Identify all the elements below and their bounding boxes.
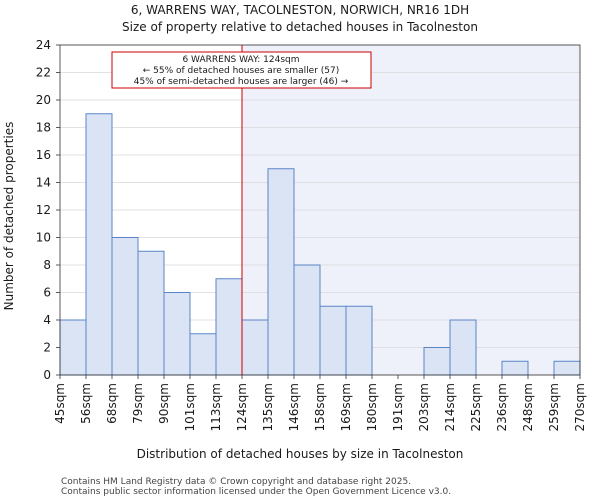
footer-line-2: Contains public sector information licen… bbox=[61, 487, 451, 497]
x-axis-label: Distribution of detached houses by size … bbox=[137, 447, 464, 461]
x-tick-label: 135sqm bbox=[261, 383, 275, 431]
x-tick-label: 191sqm bbox=[391, 383, 405, 431]
y-tick-label: 16 bbox=[36, 148, 51, 162]
x-tick-label: 124sqm bbox=[235, 383, 249, 431]
bar-236sqm bbox=[501, 360, 529, 376]
y-tick-label: 6 bbox=[43, 286, 51, 300]
y-tick-label: 8 bbox=[43, 258, 51, 272]
y-tick-label: 18 bbox=[36, 121, 51, 135]
y-tick-label: 2 bbox=[43, 341, 51, 355]
bar-169sqm bbox=[345, 305, 373, 376]
x-tick-label: 214sqm bbox=[443, 383, 457, 431]
y-tick-label: 22 bbox=[36, 66, 51, 80]
x-tick-label: 56sqm bbox=[79, 383, 93, 424]
x-axis: 45sqm 56sqm 68sqm 79sqm 90sqm 101sqm 113sqm 124… bbox=[53, 375, 587, 431]
x-tick-label: 113sqm bbox=[209, 383, 223, 431]
x-tick-label: 158sqm bbox=[313, 383, 327, 431]
bar-68sqm bbox=[111, 237, 139, 376]
bars bbox=[59, 113, 581, 376]
x-tick-label: 169sqm bbox=[339, 383, 353, 431]
bar-79sqm bbox=[137, 250, 165, 376]
bar-146sqm bbox=[293, 264, 321, 376]
bar-45sqm bbox=[59, 319, 87, 376]
x-tick-label: 248sqm bbox=[521, 383, 535, 431]
x-tick-label: 236sqm bbox=[495, 383, 509, 431]
x-tick-label: 203sqm bbox=[417, 383, 431, 431]
y-tick-label: 14 bbox=[36, 176, 51, 190]
y-tick-label: 10 bbox=[36, 231, 51, 245]
x-tick-label: 180sqm bbox=[365, 383, 379, 431]
x-tick-label: 79sqm bbox=[131, 383, 145, 424]
y-axis-label: Number of detached properties bbox=[2, 122, 16, 311]
y-tick-label: 4 bbox=[43, 313, 51, 327]
x-tick-label: 45sqm bbox=[53, 383, 67, 424]
y-tick-label: 0 bbox=[43, 368, 51, 382]
y-tick-label: 24 bbox=[36, 38, 51, 52]
chart-title: 6, WARRENS WAY, TACOLNESTON, NORWICH, NR… bbox=[131, 3, 469, 17]
bar-113sqm bbox=[215, 278, 243, 376]
bar-214sqm bbox=[449, 319, 477, 376]
bar-56sqm bbox=[85, 113, 113, 376]
bar-101sqm bbox=[189, 333, 217, 376]
annotation-line-3: 45% of semi-detached houses are larger (… bbox=[134, 77, 349, 87]
bar-203sqm bbox=[423, 347, 451, 376]
y-tick-label: 20 bbox=[36, 93, 51, 107]
bar-90sqm bbox=[163, 292, 191, 376]
bar-158sqm bbox=[319, 305, 347, 376]
x-tick-label: 259sqm bbox=[547, 383, 561, 431]
x-tick-label: 270sqm bbox=[573, 383, 587, 431]
x-tick-label: 146sqm bbox=[287, 383, 301, 431]
x-tick-label: 90sqm bbox=[157, 383, 171, 424]
x-tick-label: 68sqm bbox=[105, 383, 119, 424]
annotation-line-2: ← 55% of detached houses are smaller (57… bbox=[143, 66, 340, 76]
bar-124sqm bbox=[241, 319, 269, 376]
x-tick-label: 225sqm bbox=[469, 383, 483, 431]
bar-259sqm bbox=[553, 360, 581, 376]
y-tick-label: 12 bbox=[36, 203, 51, 217]
bar-135sqm bbox=[267, 168, 295, 376]
footer-line-1: Contains HM Land Registry data © Crown c… bbox=[61, 477, 411, 487]
annotation-box: 6 WARRENS WAY: 124sqm ← 55% of detached … bbox=[111, 51, 372, 89]
annotation-line-1: 6 WARRENS WAY: 124sqm bbox=[182, 55, 299, 65]
chart-subtitle: Size of property relative to detached ho… bbox=[122, 20, 478, 34]
x-tick-label: 101sqm bbox=[183, 383, 197, 431]
